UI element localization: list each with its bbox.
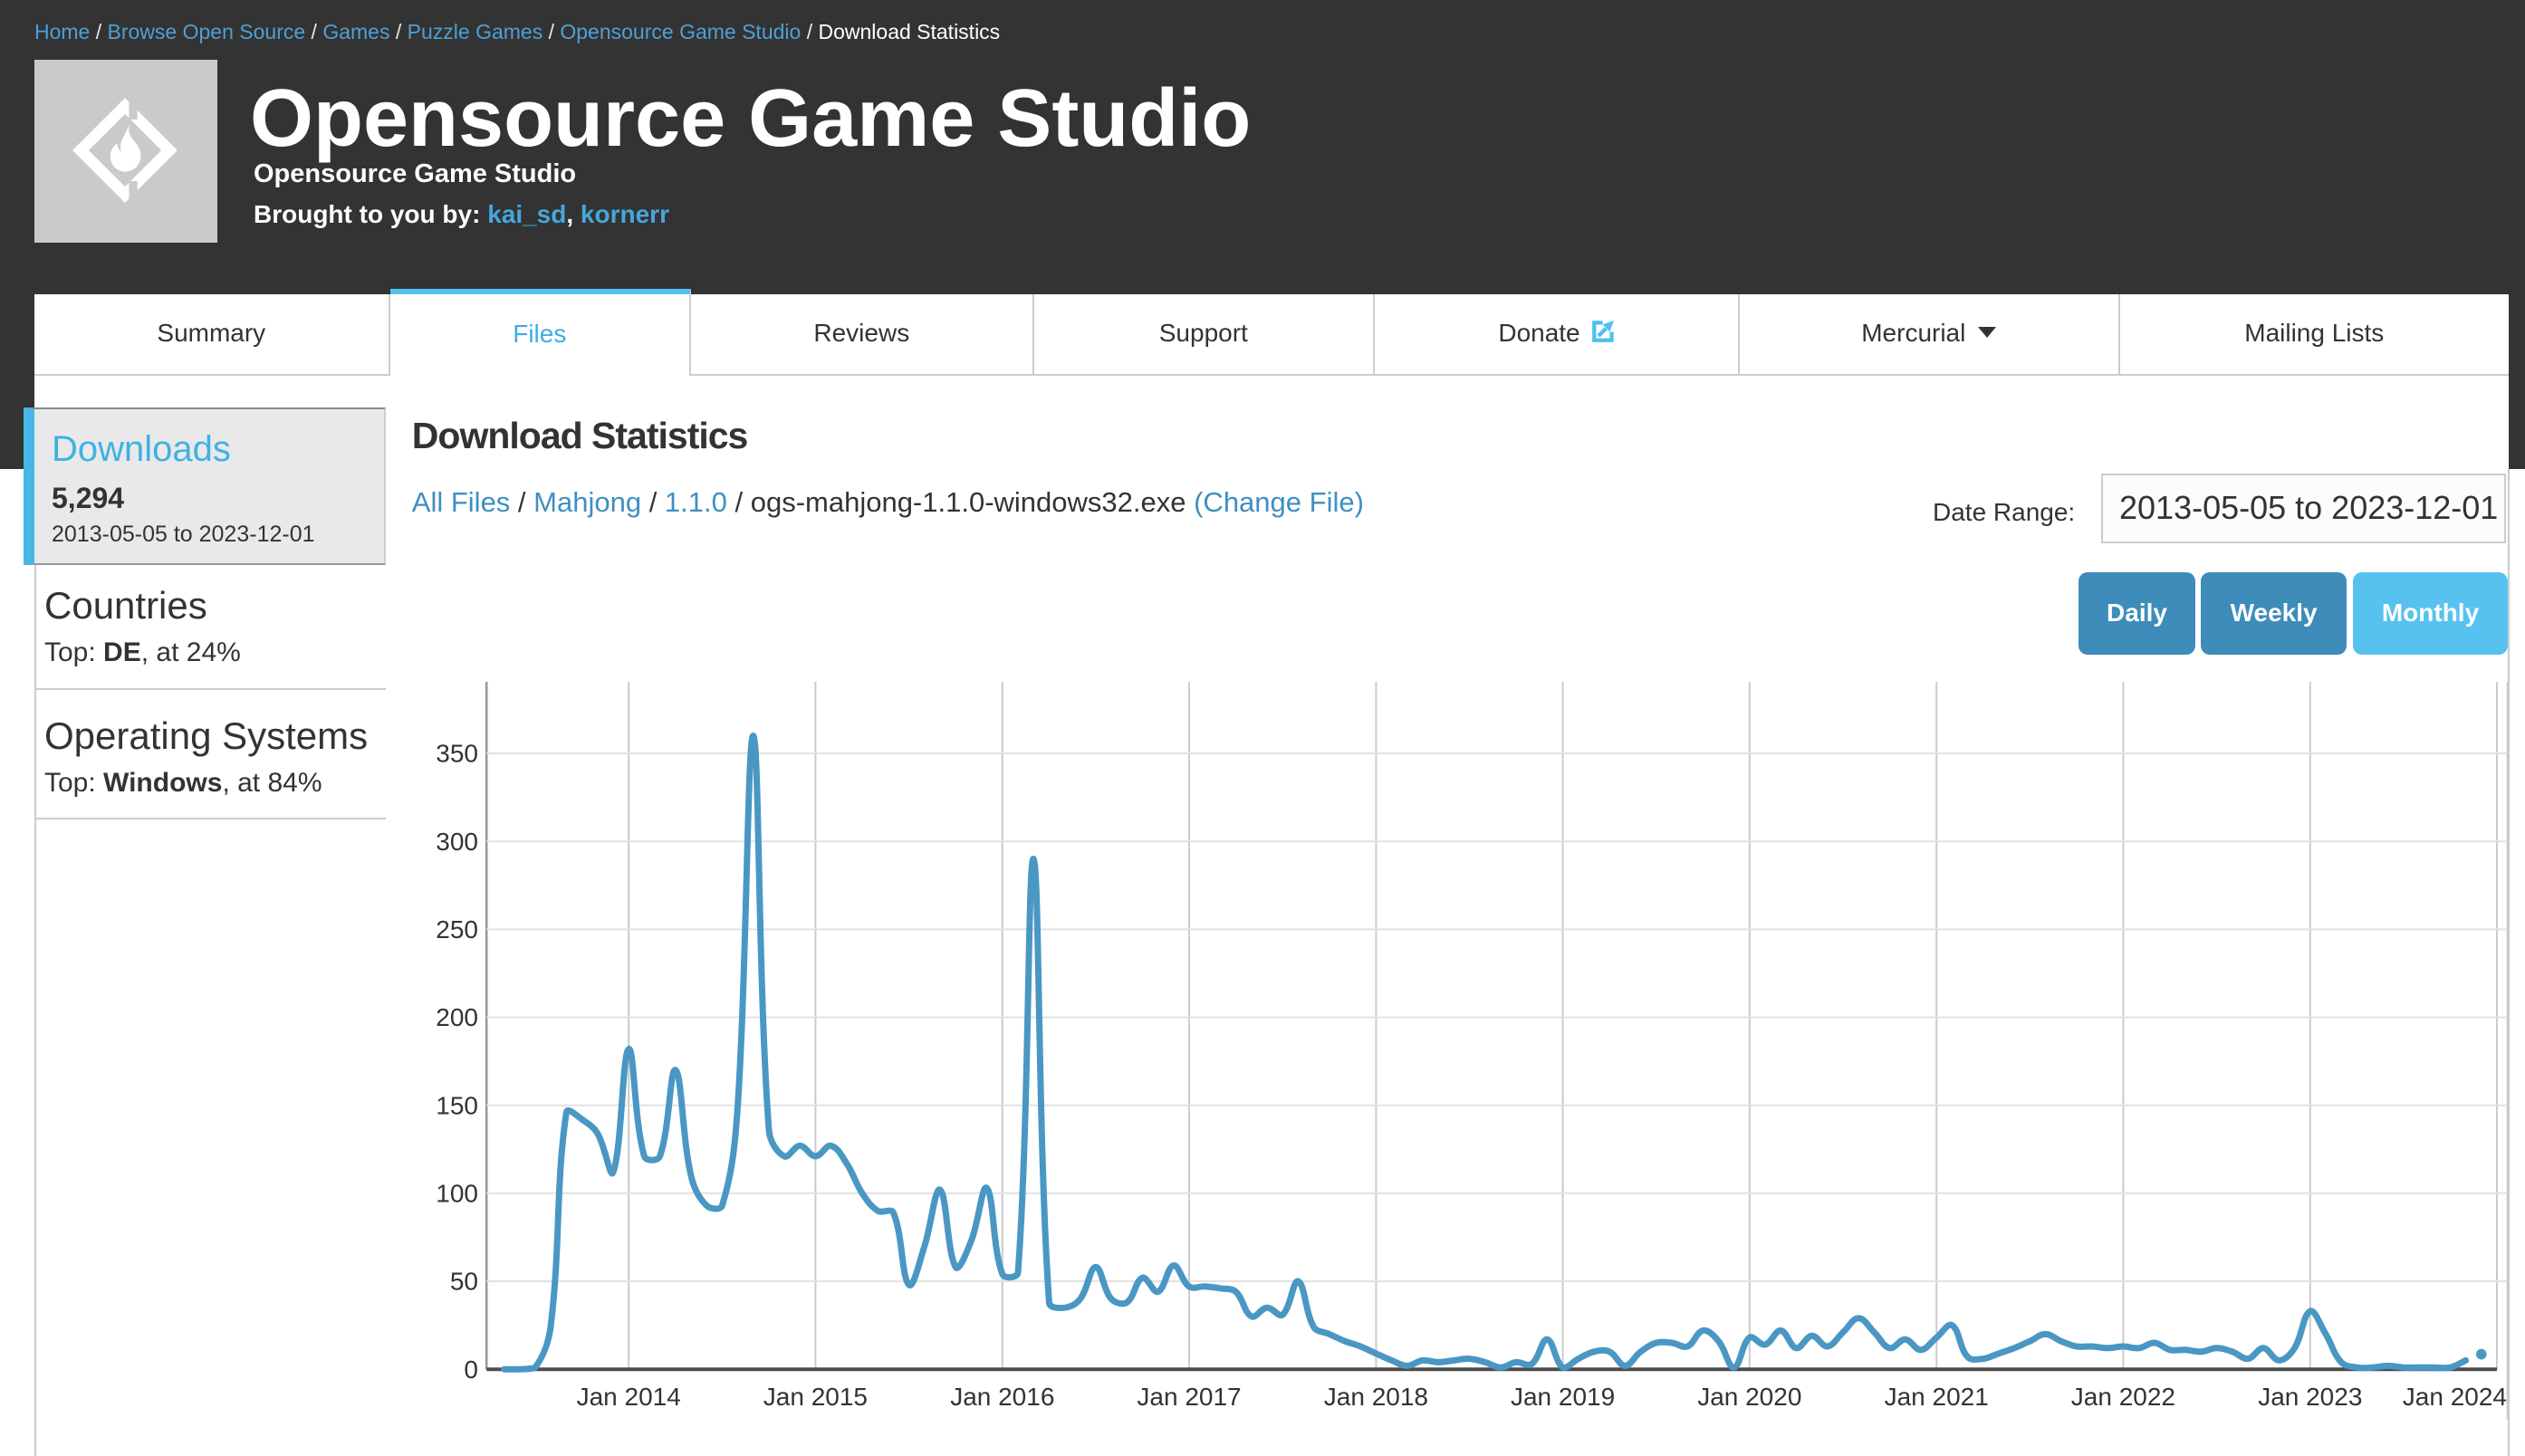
svg-text:200: 200 [436,1003,478,1031]
svg-text:Jan 2019: Jan 2019 [1511,1383,1615,1411]
svg-text:Jan 2022: Jan 2022 [2071,1383,2175,1411]
svg-text:150: 150 [436,1091,478,1119]
svg-text:350: 350 [436,740,478,768]
svg-text:100: 100 [436,1179,478,1207]
svg-text:Jan 2015: Jan 2015 [763,1383,868,1411]
svg-text:Jan 2018: Jan 2018 [1324,1383,1428,1411]
svg-text:Jan 2017: Jan 2017 [1137,1383,1241,1411]
svg-text:250: 250 [436,915,478,944]
svg-text:Jan 2023: Jan 2023 [2258,1383,2362,1411]
svg-text:Jan 2014: Jan 2014 [577,1383,681,1411]
svg-text:50: 50 [450,1268,478,1296]
svg-text:Jan 2016: Jan 2016 [950,1383,1054,1411]
svg-text:Jan 2020: Jan 2020 [1697,1383,1801,1411]
svg-text:Jan 2024: Jan 2024 [2403,1383,2507,1411]
svg-text:Jan 2021: Jan 2021 [1885,1383,1989,1411]
svg-text:300: 300 [436,828,478,856]
svg-text:0: 0 [464,1355,478,1384]
